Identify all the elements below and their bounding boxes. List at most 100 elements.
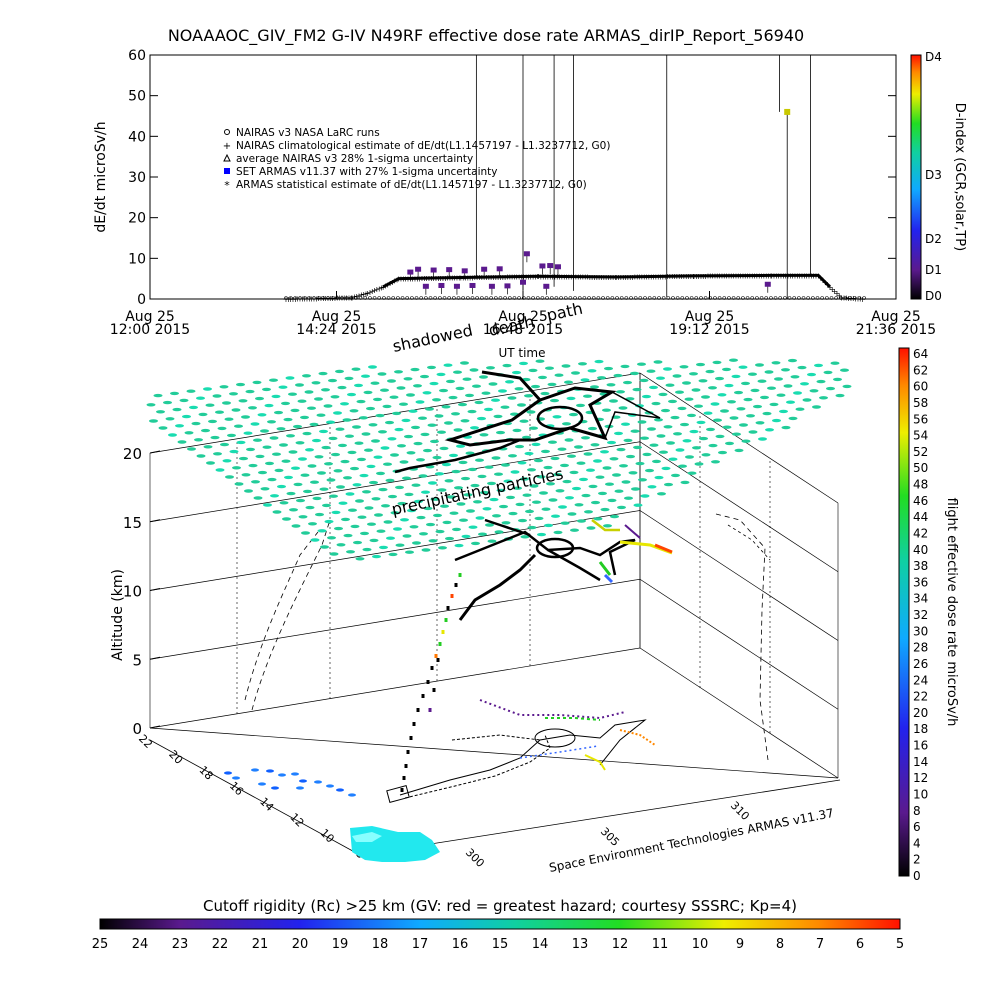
precipitating-particle-field xyxy=(146,358,852,561)
dose-tick: 56 xyxy=(913,412,928,426)
svg-text:+: + xyxy=(334,294,341,303)
dose-tick: 2 xyxy=(913,853,921,867)
altitude-tick: 5 xyxy=(132,651,142,669)
svg-text:+: + xyxy=(376,284,383,293)
svg-text:+: + xyxy=(315,294,322,303)
flight-track-top xyxy=(394,370,661,474)
legend-label: NAIRAS climatological estimate of dE/dt(… xyxy=(236,140,610,152)
svg-text:+: + xyxy=(332,294,339,303)
armas-point xyxy=(453,283,460,289)
figure-title: NOAAAOC_GIV_FM2 G-IV N49RF effective dos… xyxy=(168,26,804,46)
dose-tick: 36 xyxy=(913,575,928,589)
armas-point xyxy=(488,283,495,289)
nairas-baseline xyxy=(284,296,866,300)
svg-text:+: + xyxy=(364,289,371,298)
armas-point xyxy=(430,267,437,273)
svg-text:+: + xyxy=(845,294,852,303)
armas-point xyxy=(496,266,503,272)
d-index-tick: D3 xyxy=(925,168,942,182)
svg-text:+: + xyxy=(363,289,370,298)
legend-label: ARMAS statistical estimate of dE/dt(L1.1… xyxy=(236,179,587,191)
d-index-tick: D4 xyxy=(925,50,942,64)
rigidity-tick: 9 xyxy=(736,937,744,952)
y-axis-ticks: 0 10 20 30 40 50 60 xyxy=(128,48,896,308)
svg-text:+: + xyxy=(285,295,292,304)
svg-text:+: + xyxy=(297,295,304,304)
rigidity-tick: 14 xyxy=(532,937,549,952)
svg-text:+: + xyxy=(374,285,381,294)
svg-text:+: + xyxy=(301,295,308,304)
top-y-axis-label: dE/dt microSv/h xyxy=(93,121,109,232)
dose-tick: 20 xyxy=(913,706,928,720)
rigidity-tick: 17 xyxy=(412,937,429,952)
rigidity-tick: 15 xyxy=(492,937,509,952)
armas-point xyxy=(547,263,554,269)
event-lines xyxy=(475,55,811,297)
rigidity-tick: 8 xyxy=(776,937,784,952)
rigidity-tick: 20 xyxy=(292,937,309,952)
rigidity-tick: 22 xyxy=(212,937,229,952)
svg-text:+: + xyxy=(380,283,387,292)
d-index-label: D-index (GCR,solar,TP) xyxy=(952,103,967,251)
rigidity-tick: 11 xyxy=(652,937,669,952)
svg-text:+: + xyxy=(283,295,290,304)
dose-tick: 42 xyxy=(913,526,928,540)
rigidity-tick: 6 xyxy=(856,937,864,952)
y-tick-label: 0 xyxy=(137,292,146,308)
svg-text:+: + xyxy=(829,285,836,294)
x-tick-time: 12:00 2015 xyxy=(110,322,190,338)
svg-text:+: + xyxy=(857,295,864,304)
cutoff-rigidity-region xyxy=(350,826,440,862)
altitude-grid xyxy=(149,372,841,856)
armas-point xyxy=(422,283,429,289)
legend-label: SET ARMAS v11.37 with 27% 1-sigma uncert… xyxy=(236,166,498,178)
dose-tick: 60 xyxy=(913,380,928,394)
svg-text:+: + xyxy=(336,294,343,303)
y-tick-label: 50 xyxy=(128,89,146,105)
longitude-tick: 310 xyxy=(728,799,752,823)
flight-track-floor xyxy=(386,699,656,803)
dose-tick: 10 xyxy=(913,787,928,801)
annotation-shadowed: shadowed xyxy=(391,320,474,355)
svg-text:+: + xyxy=(378,283,385,292)
svg-text:+: + xyxy=(855,295,862,304)
altitude-tick: 15 xyxy=(123,514,142,532)
x-tick-date: Aug 25 xyxy=(498,309,548,325)
legend: NAIRAS v3 NASA LaRC runs + NAIRAS climatol… xyxy=(223,127,611,192)
data-series: ++++++++++++++++++++++++++++++++++++++++… xyxy=(283,108,866,304)
armas-point xyxy=(461,268,468,274)
svg-text:+: + xyxy=(360,290,367,299)
dose-tick: 44 xyxy=(913,510,928,524)
svg-text:+: + xyxy=(834,289,841,298)
dose-tick: 62 xyxy=(913,363,928,377)
svg-text:+: + xyxy=(349,293,356,302)
armas-point xyxy=(504,283,511,289)
altitude-tick: 20 xyxy=(123,445,142,463)
rigidity-tick: 5 xyxy=(896,937,904,952)
floor-rigidity-markers xyxy=(224,768,356,797)
svg-text:+: + xyxy=(367,288,374,297)
svg-text:+: + xyxy=(371,286,378,295)
svg-text:+: + xyxy=(836,291,843,300)
flight-track-mid xyxy=(454,518,673,621)
dose-tick: 48 xyxy=(913,478,928,492)
svg-text:+: + xyxy=(353,292,360,301)
latitude-tick: 18 xyxy=(197,763,216,782)
svg-text:+: + xyxy=(843,294,850,303)
projection-line-left xyxy=(244,531,319,701)
armas-point xyxy=(554,264,561,270)
dose-tick: 24 xyxy=(913,673,928,687)
legend-label: NAIRAS v3 NASA LaRC runs xyxy=(236,127,380,139)
rigidity-tick: 12 xyxy=(612,937,629,952)
dose-tick: 6 xyxy=(913,820,921,834)
rigidity-tick: 23 xyxy=(172,937,189,952)
dose-tick: 0 xyxy=(913,869,921,883)
x-tick-time: 21:36 2015 xyxy=(856,322,936,338)
set-armas-series xyxy=(407,108,791,299)
armas-point xyxy=(415,266,422,272)
svg-text:*: * xyxy=(224,179,230,192)
cutoff-rigidity-colorbar-group: Cutoff rigidity (Rc) >25 km (GV: red = g… xyxy=(92,897,904,952)
